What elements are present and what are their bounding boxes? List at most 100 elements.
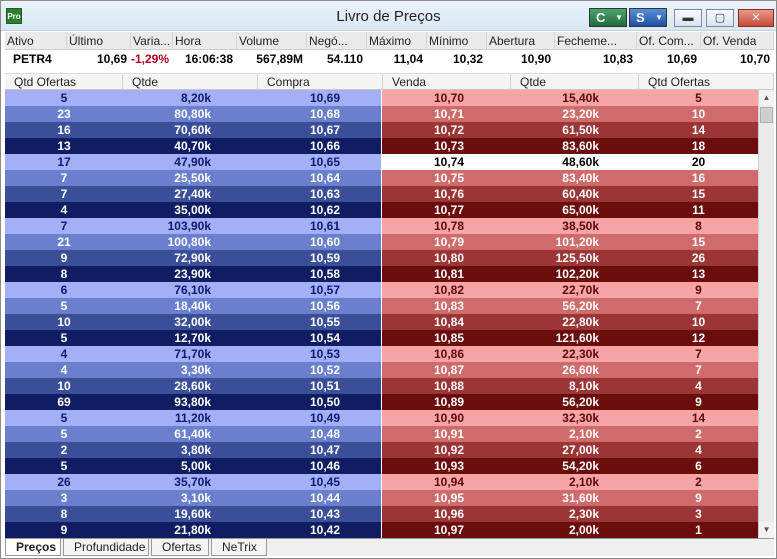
book-row[interactable]: 10 32,00k 10,55 10,84 22,80k 10 [5, 314, 758, 330]
tab-pre-os[interactable]: Preços [5, 539, 61, 556]
bid-price: 10,52 [309, 363, 340, 377]
quote-header-oferta-venda[interactable]: Of. Venda [701, 32, 774, 50]
bid-count: 7 [60, 219, 68, 233]
book-row[interactable]: 7 103,90k 10,61 10,78 38,50k 8 [5, 218, 758, 234]
ask-price: 10,76 [433, 187, 464, 201]
order-book-table[interactable]: 5 8,20k 10,69 10,70 15,40k 5 23 80,80k 10,68 10,7… [5, 90, 758, 538]
quote-header-fechamento[interactable]: Fecheme... [555, 32, 637, 50]
bid-side: 5 8,20k 10,69 [5, 90, 381, 106]
book-row[interactable]: 69 93,80k 10,50 10,89 56,20k 9 [5, 394, 758, 410]
book-row[interactable]: 5 61,40k 10,48 10,91 2,10k 2 [5, 426, 758, 442]
ask-count: 9 [695, 395, 702, 409]
book-row[interactable]: 6 76,10k 10,57 10,82 22,70k 9 [5, 282, 758, 298]
bid-count: 5 [60, 459, 68, 473]
tab-ofertas[interactable]: Ofertas [151, 539, 209, 556]
ask-qty: 22,80k [562, 315, 599, 329]
ask-count: 15 [691, 187, 706, 201]
close-icon: ✕ [751, 12, 761, 24]
book-row[interactable]: 9 72,90k 10,59 10,80 125,50k 26 [5, 250, 758, 266]
book-row[interactable]: 8 23,90k 10,58 10,81 102,20k 13 [5, 266, 758, 282]
bid-qty: 80,80k [174, 107, 211, 121]
bid-price: 10,42 [309, 523, 340, 537]
quote-header-oferta-compra[interactable]: Of. Com... [637, 32, 701, 50]
quote-value-minimo: 10,32 [452, 52, 483, 66]
book-header-ask-qty[interactable]: Qtde [511, 74, 639, 90]
book-row[interactable]: 7 27,40k 10,63 10,76 60,40k 15 [5, 186, 758, 202]
quote-value-oferta-compra: 10,69 [666, 52, 697, 66]
quote-header-abertura[interactable]: Abertura [487, 32, 555, 50]
ask-count: 7 [695, 299, 702, 313]
book-row[interactable]: 2 3,80k 10,47 10,92 27,00k 4 [5, 442, 758, 458]
book-row[interactable]: 5 5,00k 10,46 10,93 54,20k 6 [5, 458, 758, 474]
ask-side: 10,90 32,30k 14 [382, 410, 758, 426]
book-header-bid-count[interactable]: Qtd Ofertas [5, 74, 123, 90]
bid-qty: 25,50k [174, 171, 211, 185]
book-row[interactable]: 9 21,80k 10,42 10,97 2,00k 1 [5, 522, 758, 538]
bid-side: 8 19,60k 10,43 [5, 506, 381, 522]
book-row[interactable]: 5 12,70k 10,54 10,85 121,60k 12 [5, 330, 758, 346]
book-row[interactable]: 5 8,20k 10,69 10,70 15,40k 5 [5, 90, 758, 106]
quote-header-negocios[interactable]: Negó... [307, 32, 367, 50]
ask-count: 14 [691, 123, 706, 137]
book-row[interactable]: 17 47,90k 10,65 10,74 48,60k 20 [5, 154, 758, 170]
bid-price: 10,67 [309, 123, 340, 137]
ask-price: 10,90 [433, 411, 464, 425]
quote-header-volume[interactable]: Volume [237, 32, 307, 50]
quote-header-variacao[interactable]: Varia... [131, 32, 173, 50]
bid-count: 3 [60, 491, 68, 505]
ask-qty: 54,20k [562, 459, 599, 473]
quote-value-maximo: 11,04 [393, 52, 423, 66]
book-row[interactable]: 16 70,60k 10,67 10,72 61,50k 14 [5, 122, 758, 138]
quote-header-minimo[interactable]: Mínimo [427, 32, 487, 50]
book-header-ask-price[interactable]: Venda [383, 74, 511, 90]
book-row[interactable]: 4 3,30k 10,52 10,87 26,60k 7 [5, 362, 758, 378]
bid-count: 4 [60, 203, 68, 217]
book-header-row: Qtd Ofertas Qtde Compra Venda Qtde Qtd Oferta… [5, 73, 774, 90]
book-row[interactable]: 4 35,00k 10,62 10,77 65,00k 11 [5, 202, 758, 218]
book-header-ask-count[interactable]: Qtd Ofertas [639, 74, 774, 90]
bid-price: 10,56 [309, 299, 340, 313]
bid-qty: 11,20k [174, 411, 211, 425]
bid-qty: 47,90k [174, 155, 211, 169]
book-row[interactable]: 5 11,20k 10,49 10,90 32,30k 14 [5, 410, 758, 426]
book-header-bid-price[interactable]: Compra [258, 74, 383, 90]
close-button[interactable]: ✕ [738, 9, 774, 27]
tab-netrix[interactable]: NeTrix [211, 539, 267, 556]
vertical-scrollbar[interactable]: ▲ ▼ [758, 90, 774, 538]
book-row[interactable]: 3 3,10k 10,44 10,95 31,60k 9 [5, 490, 758, 506]
bid-price: 10,62 [309, 203, 340, 217]
quote-value-negocios: 54.110 [326, 52, 363, 66]
c-dropdown-button[interactable]: C ▼ [589, 8, 627, 27]
book-row[interactable]: 4 71,70k 10,53 10,86 22,30k 7 [5, 346, 758, 362]
scroll-down-icon[interactable]: ▼ [759, 522, 774, 538]
book-row[interactable]: 23 80,80k 10,68 10,71 23,20k 10 [5, 106, 758, 122]
book-row[interactable]: 10 28,60k 10,51 10,88 8,10k 4 [5, 378, 758, 394]
quote-header-hora[interactable]: Hora [173, 32, 237, 50]
bid-price: 10,60 [309, 235, 340, 249]
minimize-button[interactable]: ▬ [674, 9, 702, 27]
book-row[interactable]: 8 19,60k 10,43 10,96 2,30k 3 [5, 506, 758, 522]
book-row[interactable]: 26 35,70k 10,45 10,94 2,10k 2 [5, 474, 758, 490]
quote-header-ativo[interactable]: Ativo [5, 32, 67, 50]
book-row[interactable]: 21 100,80k 10,60 10,79 101,20k 15 [5, 234, 758, 250]
scroll-up-icon[interactable]: ▲ [759, 90, 774, 106]
s-dropdown-button[interactable]: S ▼ [629, 8, 667, 27]
bid-count: 26 [57, 475, 71, 489]
bid-side: 3 3,10k 10,44 [5, 490, 381, 506]
bid-qty: 100,80k [167, 235, 211, 249]
quote-header-ultimo[interactable]: Último [67, 32, 131, 50]
maximize-button[interactable]: ▢ [706, 9, 734, 27]
book-row[interactable]: 5 18,40k 10,56 10,83 56,20k 7 [5, 298, 758, 314]
bid-side: 7 103,90k 10,61 [5, 218, 381, 234]
quote-header-maximo[interactable]: Máximo [367, 32, 427, 50]
title-bar[interactable]: Pro Livro de Preços C ▼ S ▼ ▬ ▢ ✕ [1, 1, 776, 31]
book-row[interactable]: 7 25,50k 10,64 10,75 83,40k 16 [5, 170, 758, 186]
ask-price: 10,84 [433, 315, 464, 329]
ask-price: 10,74 [433, 155, 464, 169]
book-header-bid-qty[interactable]: Qtde [123, 74, 258, 90]
bid-count: 4 [60, 363, 68, 377]
bid-count: 69 [57, 395, 71, 409]
book-row[interactable]: 13 40,70k 10,66 10,73 83,60k 18 [5, 138, 758, 154]
scroll-thumb[interactable] [760, 107, 773, 123]
tab-profundidade[interactable]: Profundidade [63, 539, 149, 556]
